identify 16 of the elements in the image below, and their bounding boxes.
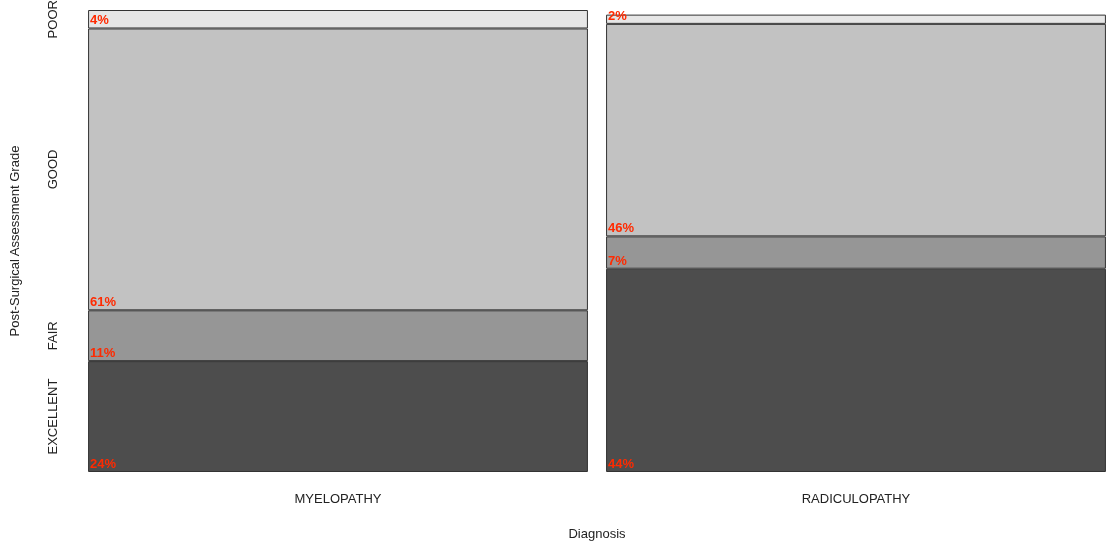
- text: FAIR: [44, 321, 60, 351]
- data-label: 61%: [90, 294, 117, 310]
- data-label: 4%: [90, 12, 110, 28]
- data-label: 7%: [608, 252, 628, 268]
- text: POOR: [44, 0, 60, 39]
- x-tick-label: RADICULOPATHY: [801, 491, 911, 506]
- data-label: 46%: [608, 220, 635, 236]
- data-label: 24%: [90, 456, 117, 471]
- y-axis-title: Post-Surgical Assessment Grade: [7, 145, 22, 337]
- data-label: 2%: [608, 7, 628, 23]
- data-label: 44%: [608, 456, 635, 471]
- x-tick-label: MYELOPATHY: [294, 491, 382, 506]
- x-axis-title: Diagnosis: [568, 526, 627, 541]
- text: GOOD: [44, 149, 60, 190]
- text: EXCELLENT: [44, 378, 60, 455]
- data-label: 11%: [90, 345, 116, 361]
